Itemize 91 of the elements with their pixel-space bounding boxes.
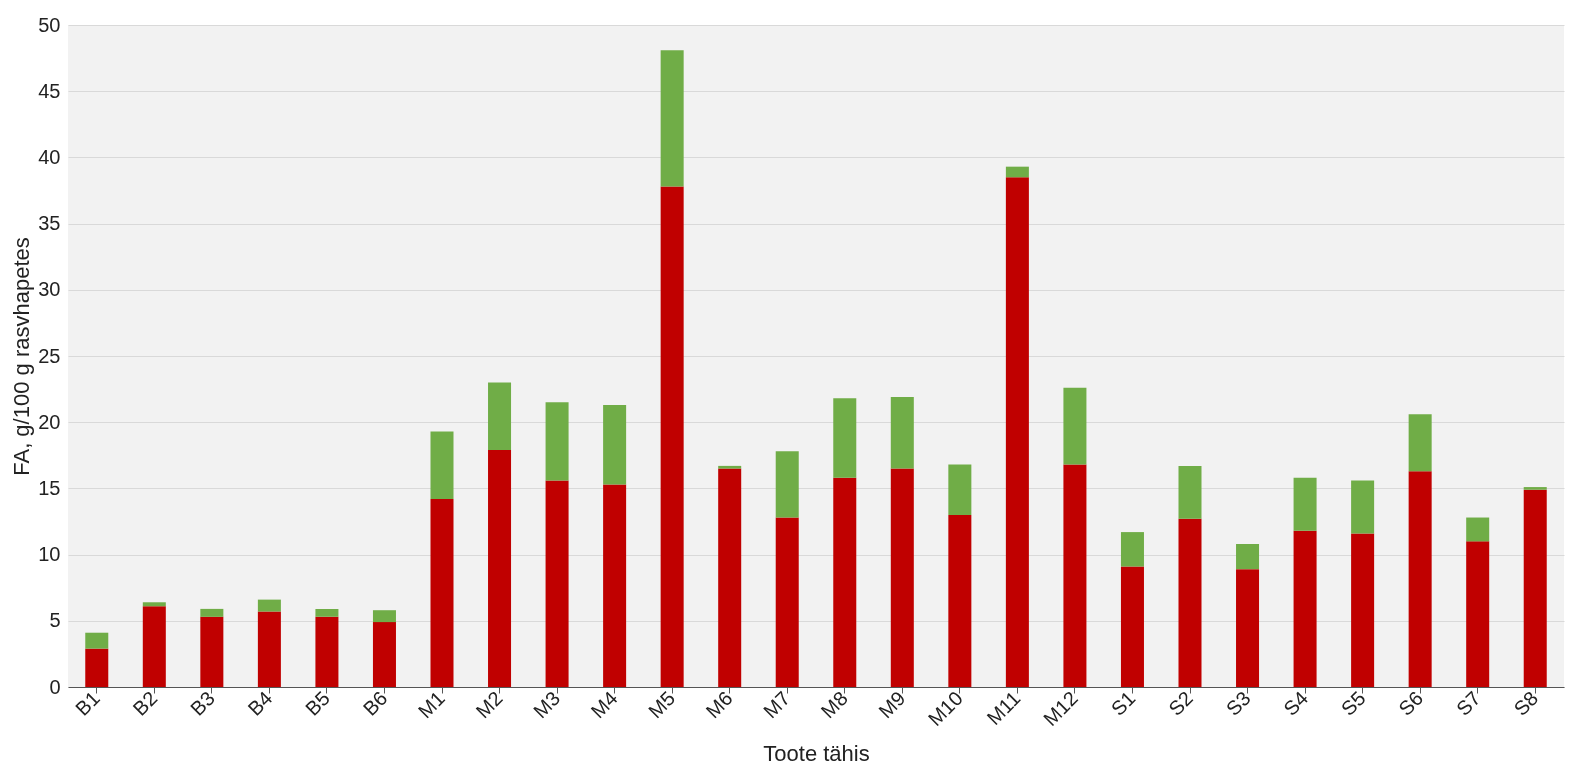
x-tick-label: B1 (70, 687, 104, 720)
bar (1293, 477, 1317, 531)
bar (85, 648, 109, 687)
bar (315, 608, 339, 617)
x-axis-title: Toote tähis (763, 741, 870, 767)
bar (660, 186, 684, 687)
x-tick-label: M4 (586, 687, 622, 723)
bar (1120, 566, 1144, 687)
y-tick-label: 45 (38, 79, 61, 102)
bar (1005, 166, 1029, 178)
bar (1408, 471, 1432, 687)
x-tick-label: B5 (301, 687, 334, 720)
bar (948, 464, 972, 515)
bar (257, 611, 281, 687)
bar (315, 616, 339, 687)
bar (603, 404, 627, 485)
bar (1408, 414, 1432, 472)
bar (1178, 465, 1202, 519)
bar (948, 514, 972, 687)
bar (200, 616, 224, 687)
bar (1063, 387, 1087, 465)
x-tick-label: S6 (1394, 687, 1428, 720)
x-tick-label: B4 (243, 687, 277, 720)
bar (1523, 489, 1547, 687)
x-tick-label: B6 (358, 687, 392, 720)
bar (200, 608, 224, 617)
bar (545, 480, 569, 687)
bar (545, 402, 569, 481)
x-tick-label: S2 (1164, 687, 1198, 720)
y-tick-label: 30 (38, 278, 61, 301)
bar (1005, 177, 1029, 687)
bar (1120, 532, 1144, 567)
bar (1063, 464, 1087, 687)
bar (488, 382, 512, 450)
y-tick-label: 0 (49, 675, 61, 698)
bar (1466, 541, 1490, 687)
x-tick-label: S1 (1106, 687, 1140, 720)
x-tick-label: S5 (1336, 687, 1370, 720)
bar (775, 517, 799, 687)
bar (775, 451, 799, 518)
bar (1351, 533, 1375, 687)
x-tick-label: M3 (528, 687, 565, 723)
bar (142, 602, 166, 607)
x-tick-label: S3 (1221, 687, 1255, 720)
x-tick-label: M6 (701, 687, 737, 723)
y-tick-label: 40 (38, 145, 61, 168)
y-tick-label: 15 (38, 476, 61, 499)
bar (1293, 530, 1317, 687)
bar (890, 397, 914, 469)
bar (718, 465, 742, 469)
bar (1523, 487, 1547, 490)
y-axis-title: FA, g/100 g rasvhapetes (9, 237, 35, 476)
x-tick-label: M10 (923, 687, 967, 731)
x-tick-label: M11 (982, 687, 1025, 730)
bar (1178, 518, 1202, 687)
x-tick-label: S4 (1279, 687, 1313, 720)
x-tick-label: M1 (413, 687, 450, 723)
bar (430, 431, 454, 499)
bar (372, 622, 396, 687)
x-tick-label: S8 (1509, 687, 1543, 720)
x-tick-label: M9 (874, 687, 910, 723)
y-tick-label: 5 (49, 609, 61, 632)
x-tick-label: M2 (471, 687, 507, 723)
bar (142, 606, 166, 687)
bar (833, 477, 857, 687)
y-tick-label: 20 (38, 410, 61, 433)
y-tick-label: 35 (38, 212, 61, 235)
bar (603, 484, 627, 687)
x-tick-label: M8 (816, 687, 852, 723)
bar (257, 599, 281, 612)
bar (1236, 569, 1260, 687)
bar (660, 50, 684, 187)
x-tick-label: M7 (759, 687, 795, 723)
x-tick-label: M12 (1038, 687, 1082, 731)
x-tick-label: B3 (186, 687, 219, 720)
bar (372, 610, 396, 623)
y-tick-label: 25 (38, 344, 61, 367)
bar (718, 468, 742, 687)
bar (488, 450, 512, 687)
bar (1236, 544, 1260, 570)
x-tick-label: B2 (128, 687, 162, 720)
bar (1466, 517, 1490, 542)
x-tick-label: S7 (1451, 687, 1485, 720)
x-tick-label: M5 (644, 687, 680, 723)
y-tick-label: 50 (38, 13, 61, 36)
bar (85, 632, 109, 649)
bar (833, 398, 857, 478)
y-tick-label: 10 (38, 543, 61, 566)
bar (890, 468, 914, 687)
bar (1351, 480, 1375, 534)
bar (430, 498, 454, 687)
